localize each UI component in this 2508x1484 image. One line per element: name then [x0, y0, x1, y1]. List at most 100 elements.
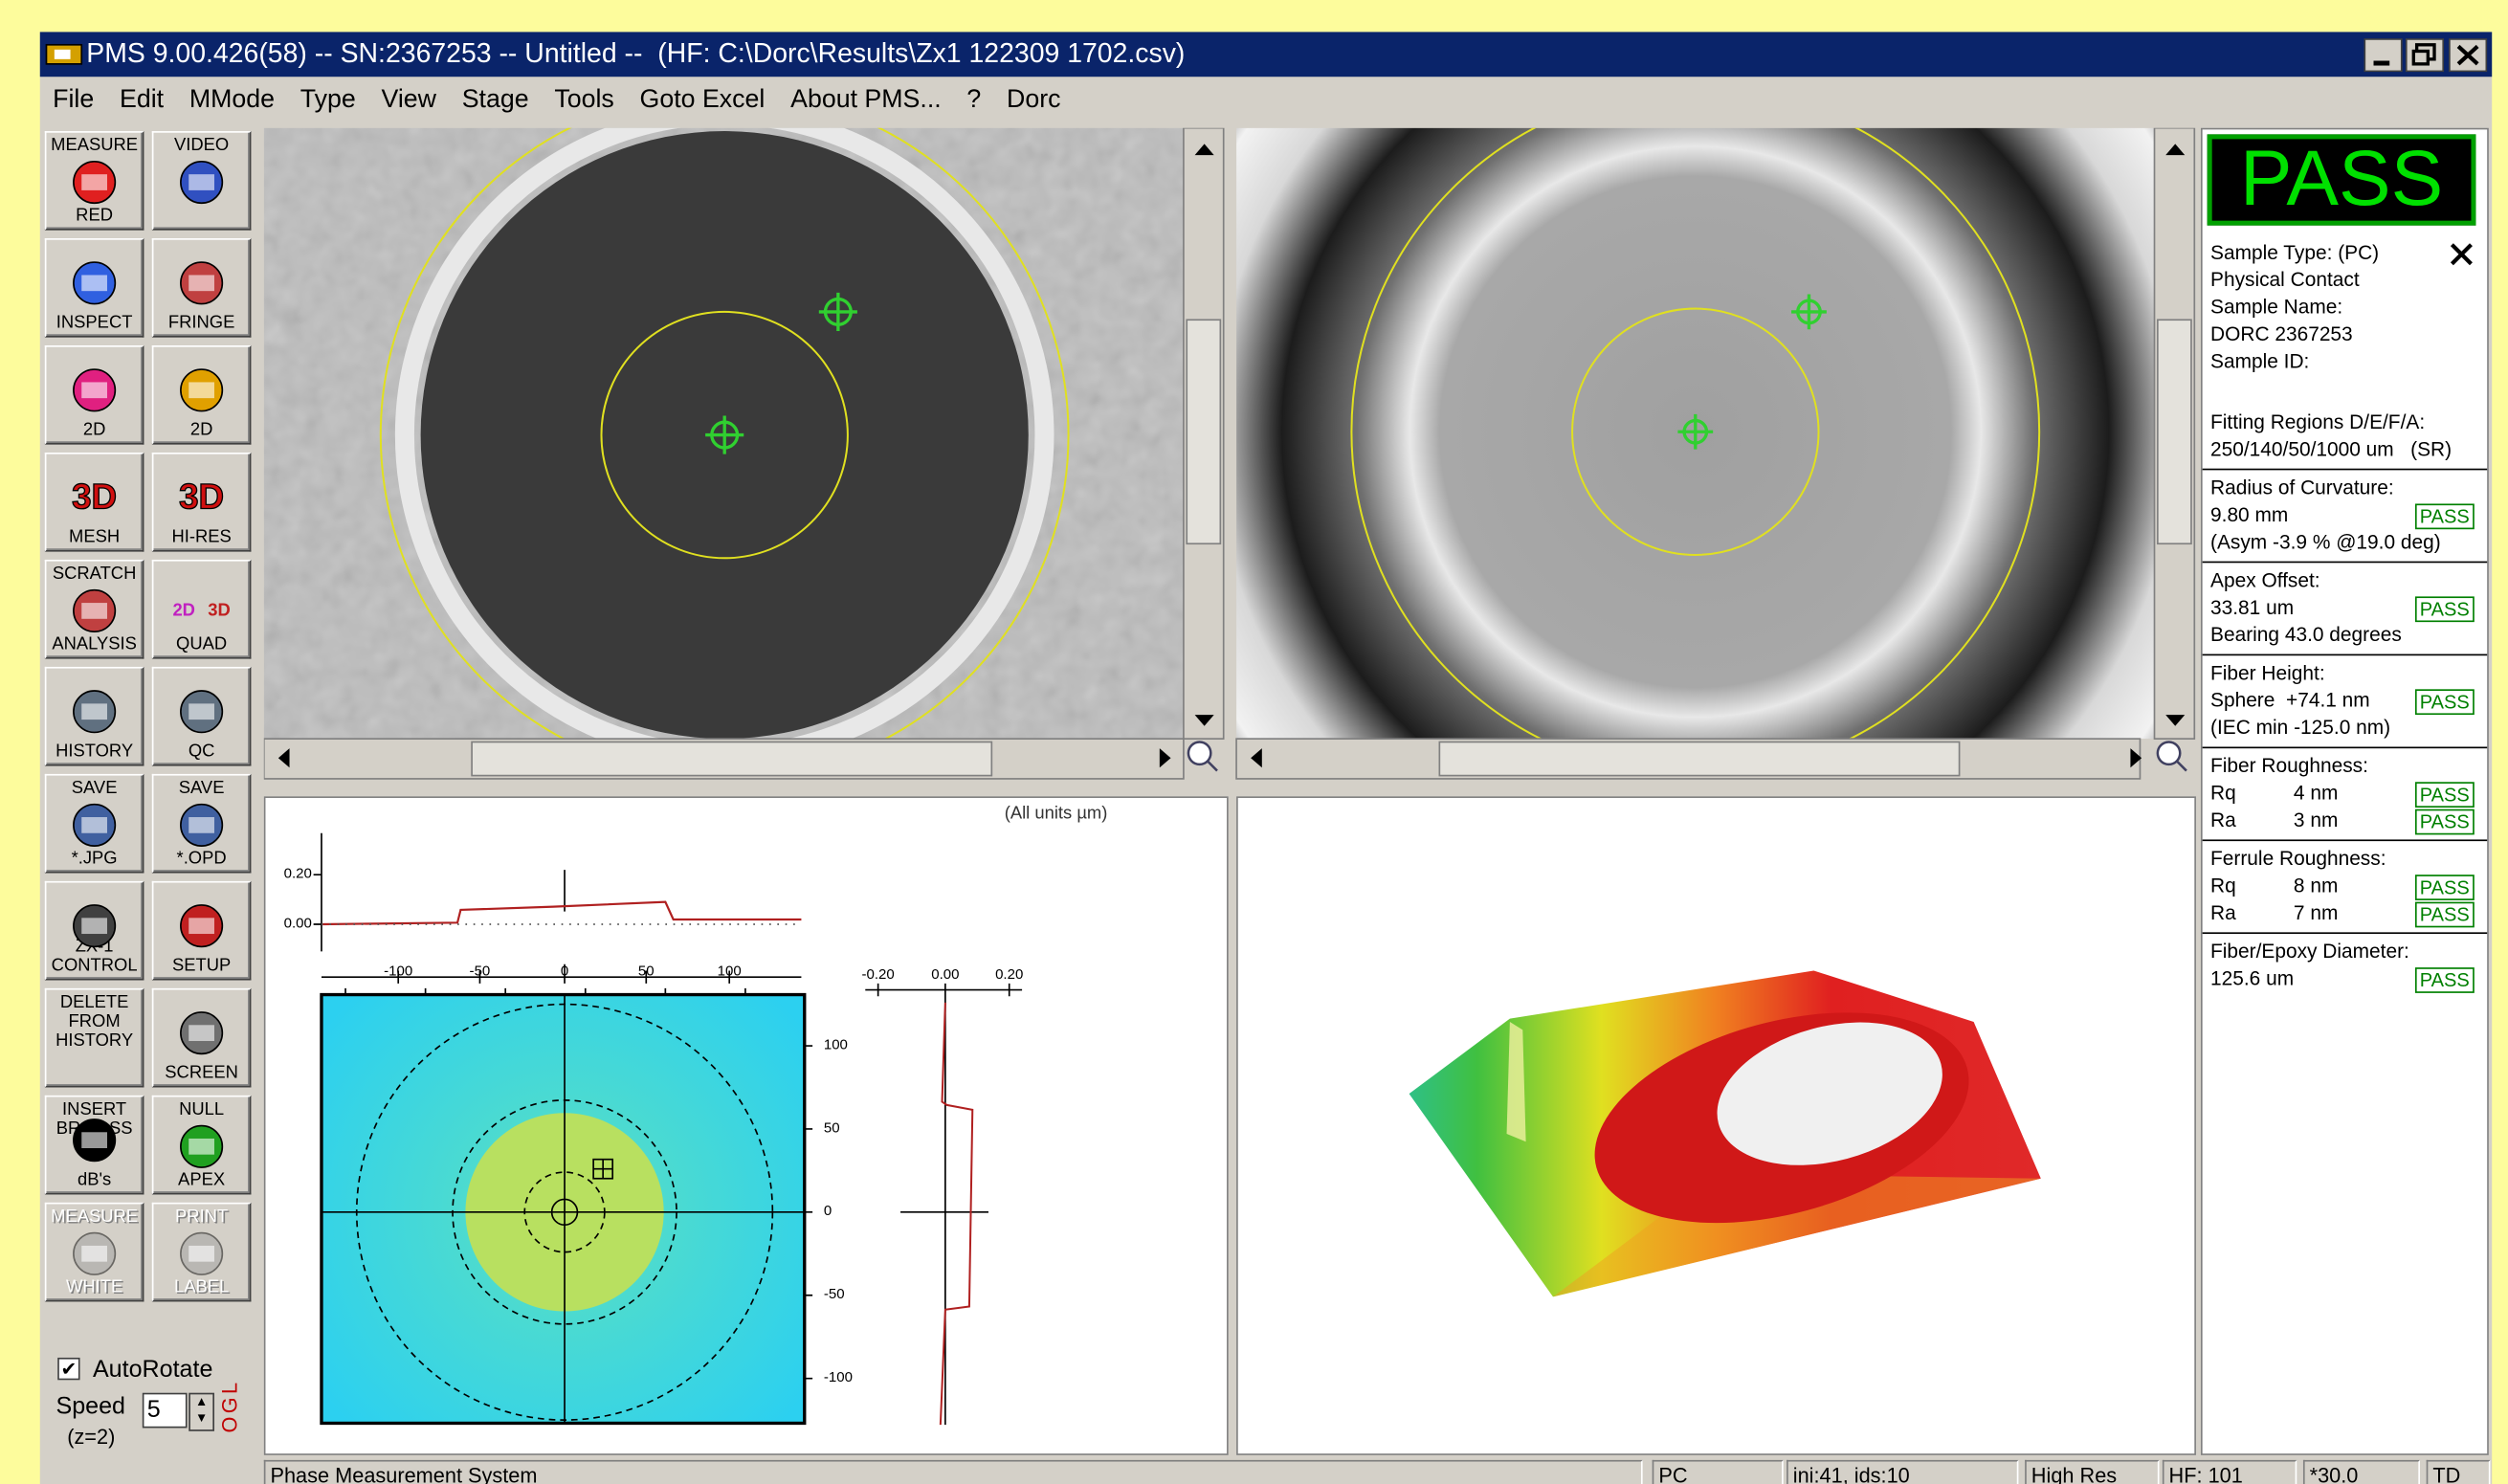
result-key: Rq: [2210, 782, 2236, 805]
button-label: PRINT: [175, 1207, 229, 1227]
result-key: Ra: [2210, 901, 2236, 925]
result-line: Fiber/Epoxy Diameter:: [2210, 939, 2480, 965]
tool-button[interactable]: FRINGE: [151, 238, 252, 338]
result-line: Apex Offset:: [2210, 567, 2480, 594]
tool-button[interactable]: SCRATCH ANALYSIS: [44, 559, 144, 659]
button-label: MEASURE: [51, 136, 139, 156]
spin-buttons[interactable]: ▲ ▼: [189, 1392, 214, 1431]
menu-item[interactable]: Stage: [461, 86, 529, 114]
status-field: HF: 101: [2162, 1459, 2297, 1484]
tool-button[interactable]: VIDEO: [151, 131, 252, 231]
button-label: SAVE: [178, 778, 225, 798]
icon-shape: [189, 918, 214, 935]
button-label: SAVE: [71, 778, 118, 798]
rotate-controls: ✔ AutoRotate Speed 5 ▲ ▼ (z=2) OGL: [45, 1343, 253, 1455]
icon-text: 3D: [208, 599, 231, 619]
button-label: NULL: [179, 1099, 225, 1119]
tool-button[interactable]: SETUP: [151, 880, 252, 981]
result-line: 250/140/50/1000 um (SR): [2210, 436, 2480, 463]
button-icon: [73, 160, 117, 205]
tool-button[interactable]: ZX-1 CONTROL: [44, 880, 144, 981]
tool-button[interactable]: 2D: [151, 345, 252, 445]
result-text: Radius of Curvature:: [2210, 476, 2394, 499]
button-icon: [180, 904, 224, 948]
menu-item[interactable]: Goto Excel: [639, 86, 766, 114]
button-label: DELETE FROM HISTORY: [55, 992, 134, 1052]
result-line: 33.81 um PASS: [2210, 595, 2480, 623]
result-value: 8 nm: [2293, 875, 2339, 897]
units-note: (All units µm): [1004, 804, 1108, 824]
menu-item[interactable]: About PMS...: [790, 86, 942, 114]
tool-button[interactable]: SAVE *.JPG: [44, 773, 144, 874]
icon-shape: [189, 703, 214, 720]
tool-button[interactable]: INSPECT: [44, 238, 144, 338]
result-value: 3 nm: [2293, 808, 2339, 832]
close-button[interactable]: [2447, 240, 2475, 269]
result-section: Fiber Roughness: Rq 4 nm PASS Ra 3 nm PASS: [2202, 746, 2488, 839]
tool-button[interactable]: SAVE *.OPD: [151, 773, 252, 874]
tool-button[interactable]: DELETE FROM HISTORY: [44, 987, 144, 1088]
button-icon: [73, 368, 117, 412]
checkbox[interactable]: ✔: [57, 1357, 80, 1381]
result-line: Fiber Roughness:: [2210, 753, 2480, 780]
menu-item[interactable]: Dorc: [1007, 86, 1061, 114]
status-bar: Phase Measurement System PC ini:41, ids:10…: [255, 1459, 2492, 1484]
result-line: Fitting Regions D/E/F/A:: [2210, 410, 2480, 436]
tick-label: -50: [823, 1285, 845, 1302]
result-text: Fitting Regions D/E/F/A:: [2210, 410, 2426, 433]
button-label: SETUP: [171, 956, 232, 976]
window-controls[interactable]: [2364, 38, 2488, 73]
tool-button[interactable]: MEASURE WHITE: [44, 1202, 144, 1302]
button-icon: 3D: [178, 476, 224, 517]
button-icon: 2D 3D: [172, 599, 231, 619]
status-field: High Res: [2025, 1459, 2160, 1484]
menu-item[interactable]: View: [381, 86, 436, 114]
results-panel: PASS Sample Type: (PC) Physical Contact Sa…: [2200, 127, 2489, 1455]
tool-button[interactable]: NULL APEX: [151, 1095, 252, 1195]
tool-button[interactable]: PRINT LABEL: [151, 1202, 252, 1302]
tick-label: 0.20: [995, 965, 1024, 983]
tool-button[interactable]: HI-RES 3D: [151, 452, 252, 552]
result-section: Fiber/Epoxy Diameter: 125.6 um PASS: [2202, 932, 2488, 998]
button-label: HI-RES: [171, 527, 232, 547]
tool-button[interactable]: 2D: [44, 345, 144, 445]
menu-item[interactable]: Edit: [119, 86, 165, 114]
menu-item[interactable]: Type: [300, 86, 356, 114]
tool-button[interactable]: MESH 3D: [44, 452, 144, 552]
tick-label: -0.20: [861, 965, 895, 983]
speed-input[interactable]: 5: [142, 1392, 188, 1429]
tool-button[interactable]: SCREEN: [151, 987, 252, 1088]
result-line: Radius of Curvature:: [2210, 475, 2480, 501]
button-label: *.JPG: [71, 849, 118, 869]
menu-item[interactable]: File: [53, 86, 95, 114]
icon-shape: [81, 817, 107, 833]
result-text: Physical Contact: [2210, 268, 2360, 292]
tool-button[interactable]: HISTORY: [44, 666, 144, 766]
button-label: 2D: [82, 420, 106, 440]
result-text: Apex Offset:: [2210, 568, 2320, 592]
pass-badge: PASS: [2414, 596, 2475, 623]
tool-button[interactable]: QUAD 2D 3D: [151, 559, 252, 659]
pass-badge: PASS: [2414, 875, 2475, 900]
tool-button[interactable]: INSERT BR/LOSSdB's: [44, 1095, 144, 1195]
tool-button[interactable]: QC: [151, 666, 252, 766]
menu-item[interactable]: MMode: [189, 86, 276, 114]
button-label: QUAD: [176, 634, 228, 654]
pass-badge: PASS: [2414, 782, 2475, 808]
button-label: *.OPD: [176, 849, 227, 869]
result-text: Fiber Height:: [2210, 661, 2325, 685]
result-text: (IEC min -125.0 nm): [2210, 716, 2391, 740]
tick-label: -100: [384, 963, 413, 979]
tool-button[interactable]: MEASURE RED: [44, 131, 144, 231]
tick-label: 0: [823, 1202, 832, 1219]
icon-shape: [81, 703, 107, 720]
result-line: Ra 7 nm PASS: [2210, 900, 2480, 928]
icon-shape: [81, 275, 107, 292]
result-section: Radius of Curvature: 9.80 mm PASS (Asym -3.…: [2202, 468, 2488, 562]
results-list: Sample Type: (PC) Physical Contact Sample …: [2202, 235, 2488, 998]
pass-indicator: PASS: [2207, 134, 2476, 226]
status-field: Phase Measurement System: [263, 1459, 1643, 1484]
menu-item[interactable]: Tools: [554, 86, 614, 114]
menu-item[interactable]: ?: [966, 86, 982, 114]
